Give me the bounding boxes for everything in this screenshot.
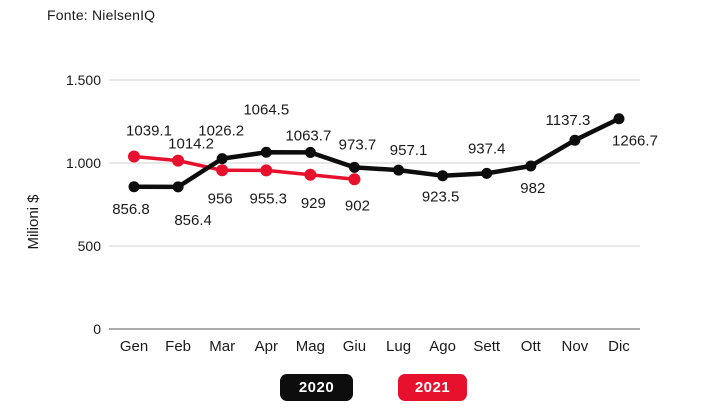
x-tick-label: Gen — [120, 338, 148, 355]
series-2021-value-label: 956 — [208, 190, 233, 207]
y-axis-title: Milioni $ — [25, 194, 42, 250]
series-2020-value-label: 923.5 — [422, 189, 460, 206]
x-tick-label: Nov — [562, 338, 589, 355]
series-2020-value-label: 856.8 — [112, 201, 150, 218]
x-tick-label: Apr — [255, 338, 278, 355]
series-2020-point — [304, 146, 316, 158]
series-2020-point — [481, 167, 493, 179]
series-2021-line — [132, 154, 357, 182]
gridlines — [109, 79, 640, 330]
series-2020-point — [525, 160, 537, 172]
series-2020-point — [613, 113, 625, 125]
series-2020-value-label: 957.1 — [390, 142, 428, 159]
series-2020-point — [260, 146, 272, 158]
series-2020-value-label: 856.4 — [174, 212, 212, 229]
series-2020-value-label: 1266.7 — [612, 133, 658, 150]
x-tick-label: Feb — [165, 338, 191, 355]
series-2020-point — [569, 134, 581, 146]
series-2020-value-label: 982 — [520, 180, 545, 197]
series-2021-value-label: 929 — [301, 195, 326, 212]
x-tick-label: Ott — [521, 338, 542, 355]
series-2021-value-label: 1039.1 — [126, 123, 172, 140]
series-2020-point — [128, 181, 140, 193]
series-2020-point — [393, 164, 405, 176]
source-note: Fonte: NielsenIQ — [47, 7, 156, 23]
x-tick-label: Dic — [608, 338, 630, 355]
legend-2020-badge: 2020 — [280, 374, 353, 401]
series-2020-value-label: 937.4 — [468, 140, 506, 157]
legend-2021-badge: 2021 — [398, 374, 467, 401]
series-2021-point — [172, 154, 185, 167]
series-2021-point — [128, 150, 140, 163]
series-2021-point — [348, 173, 361, 186]
x-tick-label: Lug — [386, 338, 411, 355]
series-2020-value-label: 1137.3 — [546, 112, 591, 129]
y-tick-label: 1.500 — [66, 72, 101, 88]
x-tick-label: Sett — [473, 338, 501, 355]
series-2020-line — [131, 116, 622, 190]
series-2020-point — [437, 170, 449, 182]
y-tick-labels: 0 500 1.000 1.500 — [66, 72, 101, 337]
x-tick-label: Mag — [296, 338, 325, 355]
series-2020-point — [216, 153, 228, 165]
series-2020-value-label: 1026.2 — [198, 123, 244, 140]
series-2021-value-label: 1014.2 — [168, 136, 214, 153]
x-tick-labels: Gen Feb Mar Apr Mag Giu Lug Ago Sett Ott Nov Dic — [120, 338, 630, 355]
series-2020-value-label: 973.7 — [339, 136, 377, 153]
series-2021-point — [304, 168, 317, 181]
y-tick-label: 0 — [93, 321, 101, 337]
series-2020-point — [172, 181, 184, 193]
series-2020-value-label: 1064.5 — [243, 101, 289, 118]
series-2020-point — [348, 161, 360, 173]
x-tick-label: Ago — [429, 338, 456, 355]
y-tick-label: 500 — [78, 238, 102, 254]
series-2021-point — [260, 164, 273, 177]
series-2021-value-label: 955.3 — [249, 190, 287, 207]
x-tick-label: Mar — [209, 338, 235, 355]
y-tick-label: 1.000 — [66, 155, 101, 171]
series-2021-point — [216, 164, 229, 177]
series-2021-value-label: 902 — [345, 197, 370, 214]
series-lines — [128, 113, 625, 193]
series-2020-value-label: 1063.7 — [285, 127, 331, 144]
x-tick-label: Giu — [343, 338, 366, 355]
data-labels: 856.8 856.4 1026.2 1064.5 1063.7 973.7 957.1 92… — [112, 101, 658, 229]
